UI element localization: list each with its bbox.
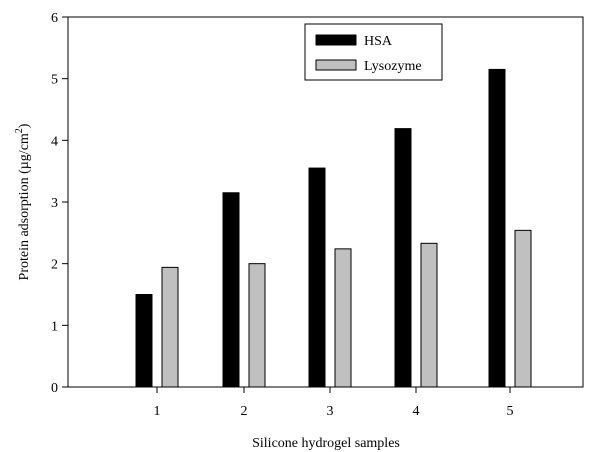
legend-label-lysozyme: Lysozyme [364, 59, 422, 74]
x-tick-label: 1 [154, 404, 161, 419]
bar-lysozyme-2 [248, 263, 266, 388]
y-axis-ticks: 0 1 2 3 4 5 6 [51, 11, 68, 396]
bar-hsa-5 [488, 68, 506, 388]
x-tick-label: 4 [413, 404, 420, 419]
legend: HSA Lysozyme [304, 23, 443, 81]
bars [135, 68, 532, 388]
y-tick-label: 5 [51, 73, 58, 88]
x-tick-label: 5 [507, 404, 514, 419]
bar-hsa-3 [308, 167, 326, 388]
x-axis-title: Silicone hydrogel samples [252, 436, 400, 451]
x-axis-ticks: 1 2 3 4 5 [154, 387, 514, 419]
legend-swatch-lysozyme [315, 59, 357, 71]
y-axis-title: Protein adsorption (µg/cm2) [14, 123, 32, 280]
bar-lysozyme-5 [514, 229, 532, 388]
y-tick-label: 1 [51, 319, 58, 334]
bar-lysozyme-4 [420, 242, 438, 388]
y-tick-label: 0 [51, 381, 58, 396]
plot-frame [67, 16, 584, 388]
y-tick-label: 3 [51, 196, 58, 211]
bar-hsa-1 [135, 294, 153, 388]
x-tick-label: 2 [241, 404, 248, 419]
y-tick-label: 6 [51, 11, 58, 26]
legend-label-hsa: HSA [364, 34, 393, 49]
y-tick-label: 4 [51, 134, 58, 149]
bar-hsa-2 [222, 192, 240, 388]
y-tick-label: 2 [51, 258, 58, 273]
legend-box [304, 23, 443, 81]
bar-lysozyme-3 [334, 248, 352, 388]
legend-swatch-hsa [315, 34, 357, 46]
bar-lysozyme-1 [161, 266, 179, 388]
x-tick-label: 3 [327, 404, 334, 419]
bar-hsa-4 [394, 128, 412, 388]
